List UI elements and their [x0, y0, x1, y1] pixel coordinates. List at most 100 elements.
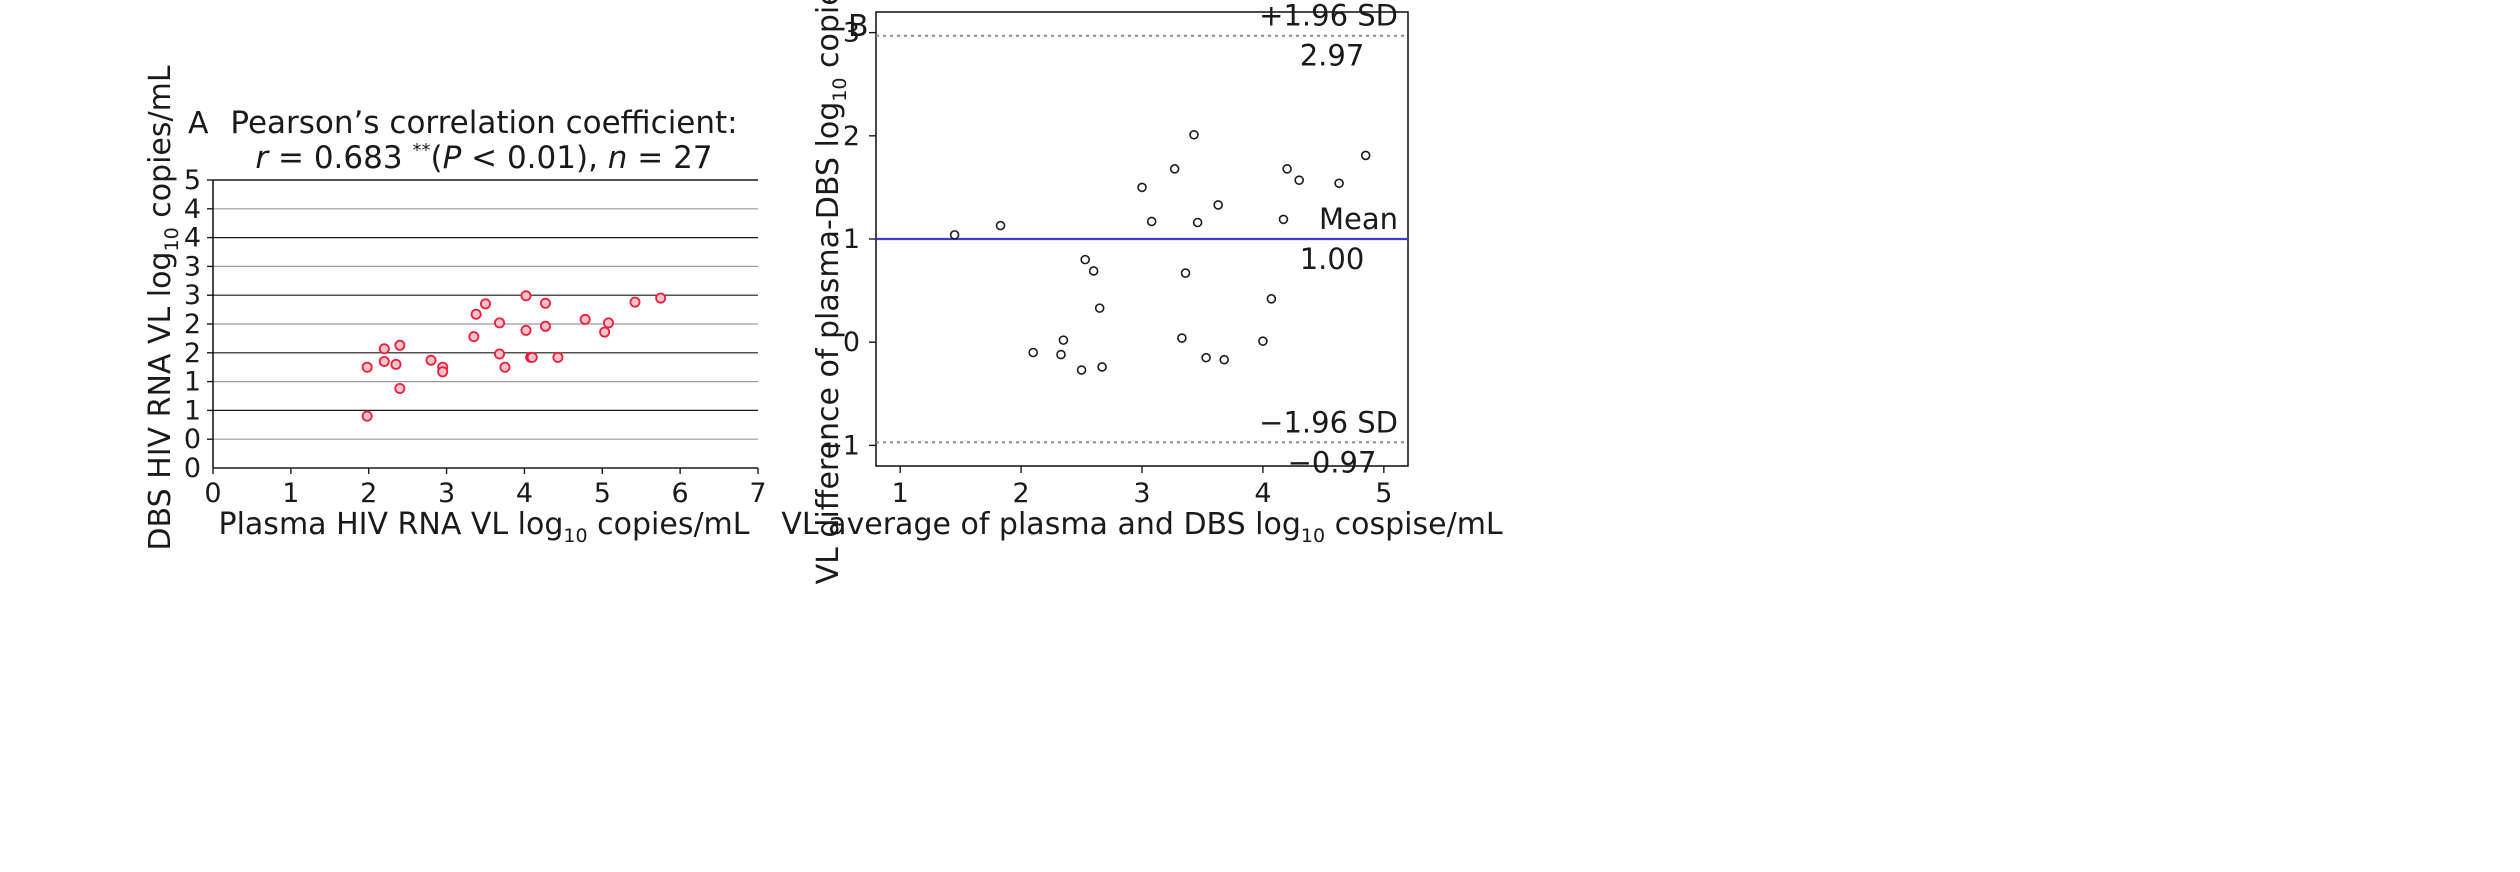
- y-label-a-sub: 10: [161, 227, 183, 251]
- panel-a-gridlines: [213, 179, 758, 440]
- panel-a-points: [361, 290, 667, 422]
- panel-a-data-point: [499, 361, 511, 373]
- panel-a-data-point: [479, 298, 491, 310]
- panel-b-y-ticks: −1 0 1 2 3: [820, 18, 876, 461]
- panel-a-y-tick-label: 3: [184, 251, 201, 282]
- panel-b-data-point: [1258, 336, 1268, 346]
- p-value: < 0.01),: [461, 140, 608, 176]
- panel-b-data-point: [1180, 268, 1191, 278]
- panel-a-data-point: [361, 361, 373, 373]
- panel-b-data-point: [949, 230, 960, 240]
- panel-b-x-tick-label: 1: [892, 478, 909, 509]
- significance-stars: **: [412, 140, 430, 161]
- panel-b-data-point: [1360, 150, 1371, 161]
- panel-a-data-point: [539, 320, 551, 332]
- panel-b-data-point: [1088, 266, 1099, 276]
- panel-a-y-tick-label: 3: [184, 280, 201, 311]
- panel-a-x-tick-label: 7: [749, 478, 766, 509]
- x-label-b-main: VL average of plasma and DBS log: [781, 507, 1301, 542]
- panel-a-y-tick-label: 1: [184, 395, 201, 426]
- panel-b-x-tick-label: 5: [1375, 478, 1392, 509]
- panel-b-y-tick-label: 1: [843, 224, 860, 255]
- panel-a-data-point: [494, 348, 506, 360]
- panel-b-x-tick-label: 4: [1254, 478, 1271, 509]
- y-label-a-unit: copies/mL: [143, 65, 178, 227]
- panel-b-reference-label: +1.96 SD: [1259, 0, 1398, 33]
- panel-a-y-tick-label: 2: [184, 309, 201, 340]
- n-symbol: n: [608, 140, 628, 176]
- panel-b-data-point: [1282, 164, 1292, 174]
- panel-a-data-point: [520, 324, 532, 336]
- panel-a-data-point: [390, 358, 402, 370]
- panel-b-data-point: [1213, 200, 1223, 210]
- panel-b-y-tick-label: −1: [820, 430, 860, 461]
- panel-a-y-tick-label: 1: [184, 367, 201, 398]
- panel-b-reference-value: 2.97: [1300, 39, 1365, 73]
- panel-a-x-tick-label: 3: [438, 478, 455, 509]
- panel-b-data-point: [1169, 164, 1180, 174]
- y-label-b-unit: copies/mL: [811, 0, 846, 78]
- panel-a-data-point: [394, 339, 406, 351]
- panel-b-x-tick-label: 2: [1012, 478, 1029, 509]
- panel-a-data-point: [468, 331, 480, 343]
- panel-a-x-label: Plasma HIV RNA VL log10 copies/mL: [219, 507, 750, 547]
- panel-a-x-tick-label: 6: [672, 478, 689, 509]
- panel-b-x-label: VL average of plasma and DBS log10 cospi…: [781, 507, 1503, 547]
- panel-b-data-point: [1278, 214, 1289, 225]
- panel-b-label: B: [848, 9, 869, 44]
- panel-a-y-tick-label: 2: [184, 338, 201, 369]
- panel-b-data-point: [1334, 178, 1344, 189]
- panel-b-data-point: [1028, 347, 1038, 358]
- x-label-a-main: Plasma HIV RNA VL log: [219, 507, 564, 542]
- x-label-b-unit: cospise/mL: [1325, 507, 1503, 542]
- panel-a-data-point: [378, 343, 390, 355]
- panel-b-y-label: VL difference of plasma-DBS log10 copies…: [811, 0, 851, 584]
- panel-b-data-point: [1076, 365, 1087, 375]
- panel-b-data-point: [995, 220, 1006, 231]
- panel-a-y-tick-label: 0: [184, 453, 201, 484]
- panel-b-reference-value: −0.97: [1288, 445, 1377, 479]
- panel-a-y-tick-label: 0: [184, 424, 201, 455]
- panel-b-x-ticks: 1 2 3 4 5: [892, 466, 1392, 509]
- panel-a-y-label: DBS HIV RNA VL log10 copies/mL: [143, 65, 183, 550]
- panel-b-data-point: [1219, 354, 1230, 365]
- x-label-b-sub: 10: [1301, 525, 1325, 547]
- panel-a-data-point: [361, 410, 373, 422]
- panel-b-data-point: [1266, 294, 1277, 304]
- panel-a-data-point: [425, 354, 437, 366]
- panel-b-y-tick-label: 2: [843, 121, 860, 152]
- panel-b-x-tick-label: 3: [1133, 478, 1150, 509]
- panel-a-x-tick-label: 0: [204, 478, 221, 509]
- panel-b-data-point: [1294, 175, 1304, 185]
- panel-a-data-point: [526, 351, 538, 363]
- panel-a-data-point: [599, 326, 611, 338]
- p-symbol: P: [443, 140, 462, 176]
- panel-a-x-tick-label: 4: [516, 478, 533, 509]
- panel-b-data-point: [1056, 349, 1066, 360]
- panel-b-reference-lines: +1.96 SD 2.97 Mean 1.00 −1.96 SD −0.97: [876, 0, 1408, 479]
- panel-b-data-point: [1137, 182, 1147, 193]
- panel-a-y-tick-label: 4: [184, 223, 201, 254]
- panel-a-x-tick-label: 5: [594, 478, 611, 509]
- x-label-a-unit: copies/mL: [588, 507, 750, 542]
- panel-a-title-line2: r = 0.683 **(P < 0.01), n = 27: [255, 140, 712, 176]
- panel-a-x-ticks: 0 1 2 3 4 5 6 7: [204, 468, 767, 509]
- panel-a-data-point: [378, 355, 390, 367]
- p-open: (: [430, 140, 442, 176]
- panel-a-x-tick-label: 2: [360, 478, 377, 509]
- panel-b-data-point: [1058, 335, 1069, 345]
- panel-a-data-point: [579, 313, 591, 325]
- y-label-b-sub: 10: [829, 78, 851, 102]
- y-label-a-main: DBS HIV RNA VL log: [143, 252, 178, 551]
- panel-a-data-point: [494, 317, 506, 329]
- panel-a-data-point: [520, 290, 532, 302]
- panel-b-data-point: [1080, 254, 1090, 265]
- panel-a-title-line1: Pearson’s correlation coefficient:: [230, 105, 737, 141]
- panel-a-data-point: [470, 308, 482, 320]
- y-label-b-main: VL difference of plasma-DBS log: [811, 102, 846, 585]
- panel-b-reference-label: −1.96 SD: [1259, 405, 1398, 439]
- panel-b-data-point: [1192, 217, 1203, 228]
- panel-b-reference-value: 1.00: [1300, 242, 1365, 276]
